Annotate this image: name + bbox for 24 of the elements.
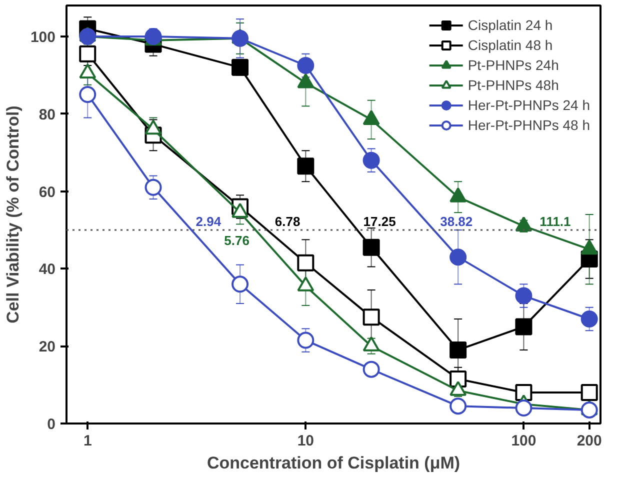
annotation: 111.1 [540,214,571,229]
x-tick-label: 1 [83,432,92,450]
y-tick-label: 60 [38,184,56,201]
legend-label: Pt-PHNPs 24h [468,57,559,73]
x-tick-label: 10 [297,432,314,450]
legend-label: Her-Pt-PHNPs 48 h [468,117,590,133]
y-tick-label: 80 [38,106,56,124]
legend-label: Cisplatin 48 h [468,37,553,53]
y-tick-label: 20 [38,338,56,356]
y-tick-label: 40 [38,261,56,278]
y-tick-label: 100 [30,28,56,46]
x-tick-label: 200 [576,432,602,450]
annotation: 2.94 [196,214,222,229]
x-tick-label: 100 [511,432,536,450]
annotation: 6.78 [274,214,300,229]
y-tick-label: 0 [47,416,56,433]
y-axis-title: Cell Viability (% of Control) [3,106,22,324]
x-axis-title: Concentration of Cisplatin (μM) [206,454,460,472]
annotation: 38.82 [440,214,473,229]
legend-label: Her-Pt-PHNPs 24 h [468,97,590,113]
legend-label: Pt-PHNPs 48h [468,77,559,93]
annotation: 17.25 [363,214,396,229]
annotation: 5.76 [224,232,250,248]
legend-label: Cisplatin 24 h [468,17,553,33]
